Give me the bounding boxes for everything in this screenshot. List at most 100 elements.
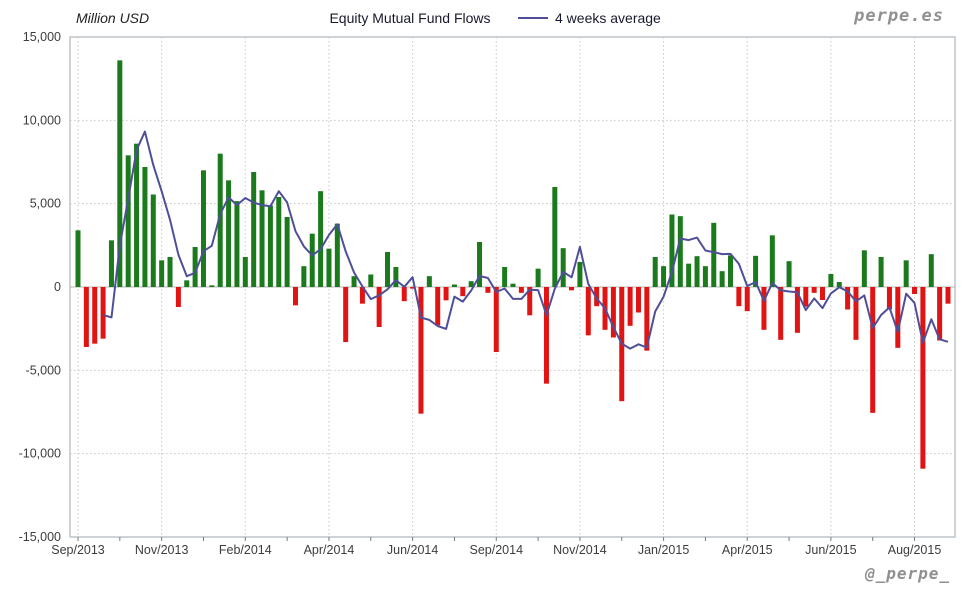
flow-bar — [786, 261, 792, 287]
x-axis-label: Apr/2014 — [304, 543, 355, 557]
y-axis-label: -15,000 — [19, 530, 61, 544]
flow-bar — [886, 287, 892, 310]
flow-bar — [334, 223, 340, 287]
x-axis-label: Jun/2014 — [387, 543, 438, 557]
flow-bar — [552, 187, 558, 287]
flow-bar — [778, 287, 784, 340]
flow-bar — [769, 235, 775, 287]
flow-bar — [485, 287, 491, 293]
y-axis-label: 10,000 — [23, 113, 61, 127]
flow-bar — [627, 287, 633, 326]
flow-bar — [569, 287, 575, 291]
flow-bar — [267, 205, 273, 287]
flow-bar — [159, 260, 165, 287]
legend: 4 weeks average — [518, 10, 661, 26]
x-axis-label: Jun/2015 — [805, 543, 856, 557]
flow-bar — [903, 260, 909, 287]
flow-bar — [820, 287, 826, 300]
flow-bar — [686, 263, 692, 287]
flow-bar — [376, 287, 382, 327]
flow-bar — [209, 285, 215, 287]
y-axis-label: 5,000 — [30, 197, 61, 211]
flow-bar — [878, 257, 884, 287]
flow-bar — [351, 276, 357, 287]
flow-bar — [702, 266, 708, 287]
flow-bar — [945, 287, 951, 304]
legend-line-swatch — [518, 17, 548, 19]
flow-bar — [125, 155, 131, 287]
flow-bar — [108, 240, 114, 287]
y-axis-label: 0 — [54, 280, 61, 294]
flow-bar — [92, 287, 98, 344]
legend-label: 4 weeks average — [555, 10, 661, 26]
flow-bar — [736, 287, 742, 307]
flow-bar — [828, 274, 834, 287]
flow-bar — [928, 254, 934, 287]
flow-bar — [803, 287, 809, 307]
flow-bar — [677, 216, 683, 287]
flow-bar — [585, 287, 591, 336]
y-axis-label: -10,000 — [19, 447, 61, 461]
flow-bar — [861, 250, 867, 287]
flow-bar — [451, 284, 457, 287]
flow-bar — [518, 287, 524, 293]
flow-bar — [870, 287, 876, 413]
flow-bar — [728, 255, 733, 287]
flow-bar — [610, 287, 616, 338]
chart-title: Equity Mutual Fund Flows — [329, 10, 491, 26]
flow-bar — [937, 287, 943, 341]
flow-bar — [142, 167, 148, 287]
flow-bar — [635, 287, 641, 313]
flow-bar — [393, 267, 399, 287]
flow-bar — [309, 233, 315, 287]
ma-line — [102, 130, 949, 350]
flow-bar — [895, 287, 901, 348]
flow-bar — [242, 257, 248, 287]
x-axis-label: Apr/2015 — [722, 543, 773, 557]
flow-bar — [502, 267, 508, 287]
flow-bar — [468, 281, 474, 287]
flow-bar — [836, 282, 842, 287]
flow-bar — [719, 271, 725, 287]
flow-bar — [117, 60, 123, 288]
site-watermark: perpe.es — [854, 6, 944, 26]
flow-bar — [167, 257, 173, 287]
flow-bar — [811, 287, 817, 293]
flow-bar — [493, 287, 499, 352]
flow-bar — [75, 230, 81, 287]
x-axis-label: Sep/2014 — [470, 543, 524, 557]
flow-bar — [184, 280, 190, 287]
flow-bar — [560, 248, 566, 287]
flow-bar — [644, 287, 650, 351]
flow-bar — [134, 143, 140, 287]
flow-bar — [912, 287, 918, 294]
x-axis-label: Aug/2015 — [888, 543, 942, 557]
flow-bar — [293, 287, 298, 306]
flow-bar — [426, 276, 432, 287]
twitter-handle: @_perpe_ — [864, 564, 950, 583]
flow-bar — [460, 287, 466, 297]
flow-bar — [477, 242, 483, 287]
y-axis-title: Million USD — [76, 10, 150, 26]
flow-bar — [652, 257, 658, 287]
flow-bar — [711, 222, 717, 287]
flow-bar — [343, 287, 349, 342]
flow-bar — [175, 287, 181, 307]
flow-bar — [761, 287, 767, 330]
flow-bar — [150, 194, 156, 287]
flow-bar — [661, 266, 667, 287]
flow-bar — [259, 190, 265, 287]
flow-bar — [443, 287, 449, 301]
flow-bar — [543, 287, 549, 384]
flow-bar — [385, 252, 391, 287]
flow-bar — [192, 247, 198, 287]
flow-bar — [200, 170, 206, 287]
flow-bar — [318, 191, 324, 287]
flow-bar — [359, 287, 365, 304]
flow-bar — [753, 255, 759, 287]
flow-bar — [326, 248, 332, 287]
flow-bar — [368, 274, 374, 287]
flow-bar — [577, 262, 583, 287]
flow-bar — [284, 217, 290, 287]
flow-bar — [251, 172, 257, 287]
